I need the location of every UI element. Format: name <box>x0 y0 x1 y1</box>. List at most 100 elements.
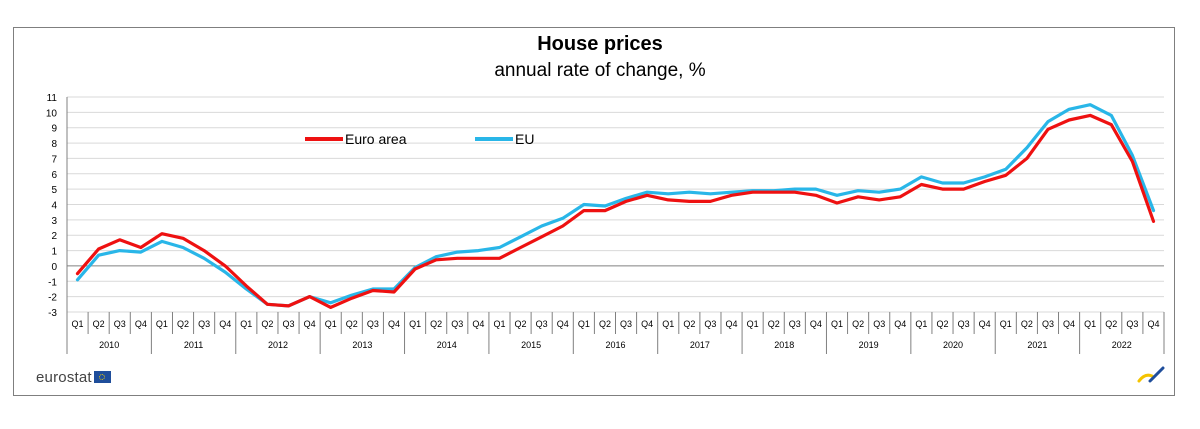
data-point-eu <box>1089 103 1091 106</box>
x-tick-label-quarter: Q4 <box>979 319 991 329</box>
data-point-euro-area <box>140 246 142 249</box>
x-tick-label-quarter: Q1 <box>72 319 84 329</box>
data-point-eu <box>836 194 838 197</box>
x-tick-label-quarter: Q3 <box>958 319 970 329</box>
eurostat-brand-mark-icon <box>1137 366 1165 383</box>
data-point-euro-area <box>688 200 691 203</box>
data-point-eu <box>561 217 564 220</box>
data-point-euro-area <box>393 291 395 293</box>
y-tick-label: 0 <box>51 262 57 273</box>
data-point-euro-area <box>519 246 522 249</box>
x-tick-label-year: 2011 <box>184 340 203 350</box>
data-point-euro-area <box>477 257 480 260</box>
x-tick-label-quarter: Q2 <box>93 319 105 329</box>
x-tick-label-quarter: Q3 <box>1126 319 1138 329</box>
data-point-euro-area <box>224 265 227 267</box>
data-point-eu <box>920 176 923 178</box>
x-tick-label-year: 2013 <box>352 340 372 350</box>
data-point-euro-area <box>1026 157 1028 160</box>
x-tick-label-quarter: Q3 <box>873 319 885 329</box>
x-tick-label-quarter: Q4 <box>894 319 906 329</box>
y-tick-label: 11 <box>47 93 58 104</box>
y-tick-label: -2 <box>48 293 57 304</box>
data-point-eu <box>456 251 459 253</box>
data-point-eu <box>604 205 606 207</box>
x-tick-label-quarter: Q4 <box>726 319 738 329</box>
x-tick-label-quarter: Q3 <box>1042 319 1054 329</box>
data-point-eu <box>941 182 944 184</box>
x-tick-label-quarter: Q3 <box>536 319 548 329</box>
y-tick-label: 10 <box>46 108 58 119</box>
data-point-eu <box>498 246 501 249</box>
x-tick-label-quarter: Q2 <box>768 319 780 329</box>
data-point-euro-area <box>266 303 269 306</box>
data-point-euro-area <box>941 188 944 190</box>
data-point-eu <box>329 301 332 304</box>
data-point-euro-area <box>583 209 585 212</box>
x-tick-label-quarter: Q2 <box>430 319 442 329</box>
x-tick-label-quarter: Q2 <box>177 319 189 329</box>
x-tick-label-quarter: Q4 <box>472 319 484 329</box>
data-point-euro-area <box>1110 123 1113 126</box>
data-point-euro-area <box>983 180 986 183</box>
legend-label-eu: EU <box>515 131 534 147</box>
data-point-eu <box>435 255 437 258</box>
data-point-eu <box>857 189 859 192</box>
data-point-euro-area <box>772 191 775 194</box>
data-point-eu <box>1047 120 1049 123</box>
data-point-euro-area <box>667 199 670 201</box>
data-point-euro-area <box>836 202 838 204</box>
data-point-eu <box>1068 108 1070 111</box>
y-tick-label: 3 <box>51 216 57 227</box>
data-point-euro-area <box>308 295 311 298</box>
data-point-euro-area <box>76 272 79 275</box>
data-point-euro-area <box>1068 119 1070 121</box>
x-tick-label-quarter: Q2 <box>515 319 527 329</box>
data-point-eu <box>1131 154 1134 157</box>
y-tick-label: 4 <box>51 201 57 212</box>
data-point-eu <box>983 176 986 178</box>
x-tick-label-quarter: Q3 <box>283 319 295 329</box>
data-point-eu <box>1110 114 1113 117</box>
data-point-euro-area <box>329 306 332 309</box>
data-point-euro-area <box>962 188 965 190</box>
data-point-eu <box>245 288 248 290</box>
data-point-eu <box>730 191 733 194</box>
x-tick-label-year: 2014 <box>437 340 457 350</box>
data-point-eu <box>794 188 796 190</box>
data-point-eu <box>646 191 648 194</box>
data-point-eu <box>118 249 121 252</box>
chart-title: House prices <box>537 33 663 55</box>
data-point-eu <box>140 251 142 253</box>
data-point-eu <box>1026 146 1028 149</box>
data-point-eu <box>625 197 627 200</box>
x-tick-label-quarter: Q1 <box>662 319 674 329</box>
x-tick-label-quarter: Q1 <box>831 319 843 329</box>
y-tick-label: -3 <box>48 308 57 319</box>
data-point-euro-area <box>1004 174 1007 177</box>
y-tick-label: -1 <box>48 277 57 288</box>
x-tick-label-year: 2020 <box>943 340 963 350</box>
data-point-eu <box>76 278 79 281</box>
x-tick-label-quarter: Q3 <box>451 319 463 329</box>
x-tick-label-quarter: Q1 <box>409 319 421 329</box>
x-tick-label-quarter: Q4 <box>1147 319 1159 329</box>
x-tick-label-year: 2018 <box>774 340 794 350</box>
x-tick-label-quarter: Q2 <box>683 319 695 329</box>
x-tick-label-quarter: Q4 <box>219 319 231 329</box>
data-point-eu <box>182 246 184 249</box>
x-tick-label-year: 2017 <box>690 340 710 350</box>
y-tick-label: 6 <box>51 170 57 181</box>
logo-text: eurostat <box>36 368 92 386</box>
x-tick-label-year: 2019 <box>859 340 879 350</box>
x-tick-label-quarter: Q3 <box>198 319 210 329</box>
data-point-eu <box>1152 209 1155 212</box>
x-tick-label-year: 2016 <box>605 340 625 350</box>
data-point-euro-area <box>730 194 733 197</box>
y-tick-label: 5 <box>51 185 57 196</box>
data-point-eu <box>224 271 227 273</box>
data-point-euro-area <box>1047 128 1049 131</box>
data-point-eu <box>519 235 522 238</box>
